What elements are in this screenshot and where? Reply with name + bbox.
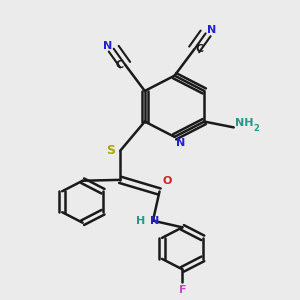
Text: N: N [150, 216, 159, 226]
Text: N: N [176, 138, 185, 148]
Text: C: C [196, 44, 204, 54]
Text: N: N [207, 26, 217, 35]
Text: NH: NH [236, 118, 254, 128]
Text: H: H [136, 216, 145, 226]
Text: O: O [163, 176, 172, 186]
Text: C: C [116, 60, 124, 70]
Text: S: S [106, 144, 115, 157]
Text: N: N [103, 41, 112, 51]
Text: 2: 2 [254, 124, 259, 133]
Text: F: F [179, 285, 186, 296]
